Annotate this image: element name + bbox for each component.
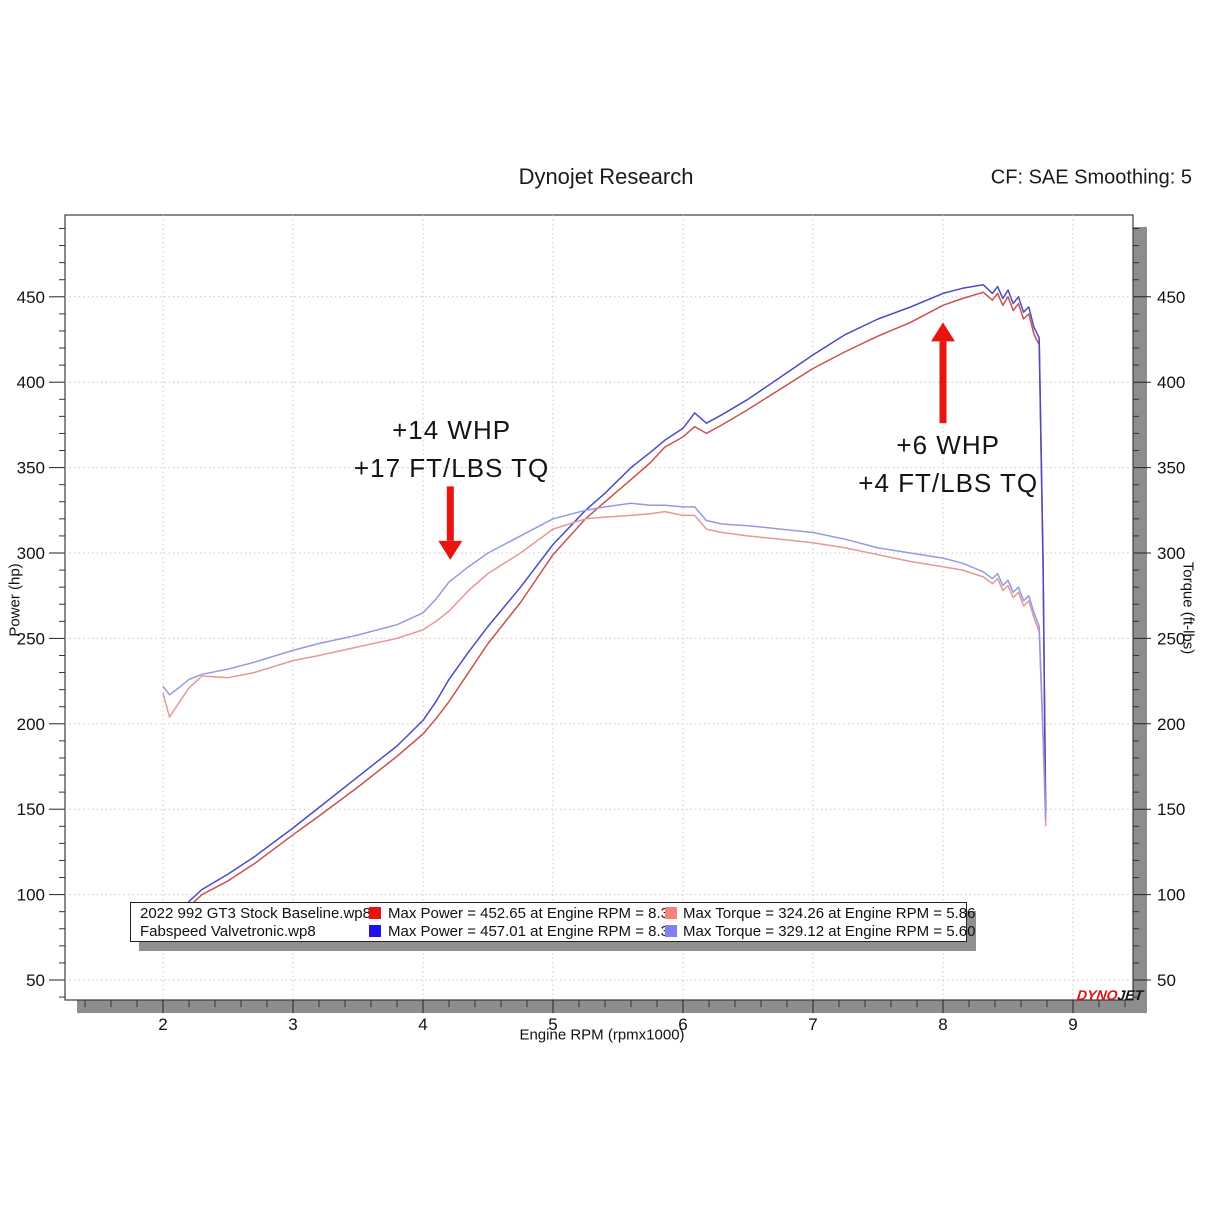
x-tick-label: 7 <box>808 1015 817 1034</box>
annotation-peak-gain: +6 WHP +4 FT/LBS TQ <box>858 426 1038 502</box>
y-tick-label-right: 150 <box>1157 800 1185 819</box>
power-swatch-stock <box>369 907 381 919</box>
legend-row: Fabspeed Valvetronic.wp8 Max Power = 457… <box>131 922 975 941</box>
legend-row: 2022 992 GT3 Stock Baseline.wp8 Max Powe… <box>131 904 975 923</box>
annotation-line: +4 FT/LBS TQ <box>858 468 1039 499</box>
x-axis-title: Engine RPM (rpmx1000) <box>519 1026 685 1044</box>
x-tick-label: 2 <box>158 1015 167 1034</box>
plot-shadow-bottom <box>77 1000 1147 1013</box>
smoothing-label: CF: SAE Smoothing: 5 <box>990 166 1192 189</box>
torque-swatch-stock <box>665 907 677 919</box>
y-tick-label-left: 200 <box>17 715 45 734</box>
y-tick-label-left: 450 <box>17 288 45 307</box>
y-tick-label-right: 450 <box>1157 288 1185 307</box>
y-tick-label-left: 300 <box>17 544 45 563</box>
annotation-arrow-head <box>438 540 463 560</box>
logo-dyno: DYNO <box>1076 987 1119 1003</box>
y-tick-label-right: 50 <box>1157 971 1176 990</box>
y-tick-label-right: 100 <box>1157 886 1185 905</box>
torque-swatch-fabspeed <box>665 925 677 937</box>
y-tick-label-right: 200 <box>1157 715 1185 734</box>
max-torque-fabspeed: Max Torque = 329.12 at Engine RPM = 5.60 <box>683 923 976 940</box>
y-tick-label-left: 50 <box>26 971 45 990</box>
y-tick-label-right: 250 <box>1157 629 1185 648</box>
dynojet-logo: DYNOJET <box>1076 987 1145 1003</box>
x-tick-label: 6 <box>678 1015 687 1034</box>
y-tick-label-left: 250 <box>17 629 45 648</box>
x-tick-label: 9 <box>1068 1015 1077 1034</box>
y-tick-label-left: 350 <box>17 459 45 478</box>
annotation-midrange-gain: +14 WHP +17 FT/LBS TQ <box>354 411 549 487</box>
x-tick-label: 5 <box>548 1015 557 1034</box>
legend-box: 2022 992 GT3 Stock Baseline.wp8 Max Powe… <box>130 902 975 942</box>
annotation-arrow-shaft <box>446 486 454 541</box>
plot-shadow-right <box>1133 227 1147 1013</box>
curve-2022 992 GT3 Stock Baseline.wp8 - Power (hp) <box>162 291 1047 932</box>
y-tick-label-left: 100 <box>17 886 45 905</box>
y-axis-title-torque: Torque (ft-lbs) <box>1179 561 1197 655</box>
annotation-line: +6 WHP <box>896 430 1000 461</box>
max-power-stock: Max Power = 452.65 at Engine RPM = 8.31 <box>388 905 678 922</box>
legend-run-name: Fabspeed Valvetronic.wp8 <box>140 923 316 940</box>
annotation-arrow-shaft <box>939 341 947 424</box>
max-power-fabspeed: Max Power = 457.01 at Engine RPM = 8.31 <box>388 923 678 940</box>
x-tick-label: 4 <box>418 1015 427 1034</box>
annotation-arrow-head <box>931 322 955 342</box>
annotation-line: +17 FT/LBS TQ <box>353 453 550 484</box>
power-swatch-fabspeed <box>369 925 381 937</box>
y-tick-label-left: 150 <box>17 800 45 819</box>
y-tick-label-right: 350 <box>1157 459 1185 478</box>
legend-run-name: 2022 992 GT3 Stock Baseline.wp8 <box>140 905 371 922</box>
max-torque-stock: Max Torque = 324.26 at Engine RPM = 5.86 <box>683 905 976 922</box>
logo-jet: JET <box>1116 987 1145 1003</box>
y-tick-label-right: 300 <box>1157 544 1185 563</box>
x-tick-label: 8 <box>938 1015 947 1034</box>
y-tick-label-left: 400 <box>17 373 45 392</box>
curve-Fabspeed Valvetronic.wp8 - Power (hp) <box>162 284 1047 923</box>
curve-2022 992 GT3 Stock Baseline.wp8 - Torque (ft-lbs) <box>162 510 1047 827</box>
curve-Fabspeed Valvetronic.wp8 - Torque (ft-lbs) <box>162 502 1047 818</box>
annotation-line: +14 WHP <box>392 415 512 446</box>
x-tick-label: 3 <box>288 1015 297 1034</box>
plot-border <box>64 214 1134 1001</box>
page-title: Dynojet Research <box>518 164 694 189</box>
y-axis-title-power: Power (hp) <box>6 563 24 637</box>
y-tick-label-right: 400 <box>1157 373 1185 392</box>
